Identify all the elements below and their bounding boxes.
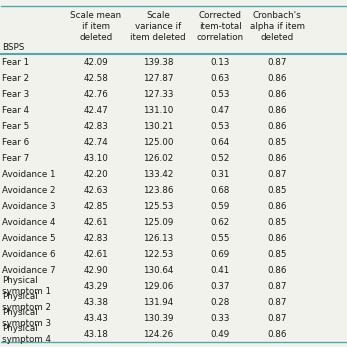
Text: 0.68: 0.68 [211, 186, 230, 195]
Text: 43.10: 43.10 [83, 154, 108, 163]
Text: 42.83: 42.83 [83, 234, 108, 243]
Text: Fear 5: Fear 5 [2, 121, 30, 130]
Text: Physical
symptom 3: Physical symptom 3 [2, 308, 52, 328]
Text: 123.86: 123.86 [143, 186, 173, 195]
Text: 0.53: 0.53 [210, 90, 230, 99]
Text: 0.28: 0.28 [211, 297, 230, 306]
Text: 0.87: 0.87 [268, 281, 287, 290]
Text: 0.85: 0.85 [268, 218, 287, 227]
Text: 42.63: 42.63 [83, 186, 108, 195]
Text: Physical
symptom 2: Physical symptom 2 [2, 292, 51, 312]
Text: Fear 7: Fear 7 [2, 154, 30, 163]
Text: 42.61: 42.61 [83, 218, 108, 227]
Text: 0.55: 0.55 [210, 234, 230, 243]
Text: 0.87: 0.87 [268, 297, 287, 306]
Text: 125.53: 125.53 [143, 202, 173, 211]
Text: Avoidance 5: Avoidance 5 [2, 234, 56, 243]
Text: Scale mean
if item
deleted: Scale mean if item deleted [70, 11, 121, 42]
Text: 0.86: 0.86 [268, 90, 287, 99]
Text: Avoidance 6: Avoidance 6 [2, 249, 56, 259]
Text: 0.86: 0.86 [268, 121, 287, 130]
Text: Avoidance 7: Avoidance 7 [2, 265, 56, 274]
Text: Fear 1: Fear 1 [2, 58, 29, 67]
Text: 42.83: 42.83 [83, 121, 108, 130]
Text: 0.86: 0.86 [268, 74, 287, 83]
Text: 42.74: 42.74 [83, 138, 108, 146]
Text: 0.49: 0.49 [211, 330, 230, 339]
Text: 0.69: 0.69 [211, 249, 230, 259]
Text: 0.86: 0.86 [268, 330, 287, 339]
Text: 127.87: 127.87 [143, 74, 173, 83]
Text: 0.87: 0.87 [268, 170, 287, 179]
Text: 0.85: 0.85 [268, 186, 287, 195]
Text: 0.31: 0.31 [211, 170, 230, 179]
Text: Fear 2: Fear 2 [2, 74, 29, 83]
Text: Physical
symptom 1: Physical symptom 1 [2, 276, 51, 296]
Text: 0.87: 0.87 [268, 58, 287, 67]
Text: 0.86: 0.86 [268, 265, 287, 274]
Text: 42.76: 42.76 [83, 90, 108, 99]
Text: 0.86: 0.86 [268, 154, 287, 163]
Text: Corrected
item-total
correlation: Corrected item-total correlation [197, 11, 244, 42]
Text: Avoidance 3: Avoidance 3 [2, 202, 56, 211]
Text: Fear 3: Fear 3 [2, 90, 30, 99]
Text: 43.43: 43.43 [83, 314, 108, 322]
Text: 0.63: 0.63 [211, 74, 230, 83]
Text: 0.13: 0.13 [211, 58, 230, 67]
Text: 0.86: 0.86 [268, 105, 287, 115]
Text: 43.18: 43.18 [83, 330, 108, 339]
Text: 131.94: 131.94 [143, 297, 173, 306]
Text: BSPS: BSPS [2, 43, 25, 52]
Text: 129.06: 129.06 [143, 281, 173, 290]
Text: Fear 4: Fear 4 [2, 105, 29, 115]
Text: 43.38: 43.38 [83, 297, 108, 306]
Text: 42.85: 42.85 [83, 202, 108, 211]
Text: Scale
variance if
item deleted: Scale variance if item deleted [130, 11, 186, 42]
Text: 125.09: 125.09 [143, 218, 173, 227]
Text: 139.38: 139.38 [143, 58, 173, 67]
Text: 42.90: 42.90 [83, 265, 108, 274]
Text: 42.61: 42.61 [83, 249, 108, 259]
Text: 42.20: 42.20 [83, 170, 108, 179]
Text: 122.53: 122.53 [143, 249, 173, 259]
Text: 0.85: 0.85 [268, 138, 287, 146]
Text: 131.10: 131.10 [143, 105, 173, 115]
Text: 42.09: 42.09 [83, 58, 108, 67]
Text: 0.37: 0.37 [210, 281, 230, 290]
Text: Avoidance 2: Avoidance 2 [2, 186, 56, 195]
Text: 42.47: 42.47 [83, 105, 108, 115]
Text: 125.00: 125.00 [143, 138, 173, 146]
Text: 127.33: 127.33 [143, 90, 173, 99]
Text: 0.87: 0.87 [268, 314, 287, 322]
Text: 130.64: 130.64 [143, 265, 173, 274]
Text: Physical
symptom 4: Physical symptom 4 [2, 324, 51, 344]
Text: 0.64: 0.64 [211, 138, 230, 146]
Text: 130.39: 130.39 [143, 314, 173, 322]
Text: 126.02: 126.02 [143, 154, 173, 163]
Text: Avoidance 1: Avoidance 1 [2, 170, 56, 179]
Text: 0.41: 0.41 [211, 265, 230, 274]
Text: 0.86: 0.86 [268, 202, 287, 211]
Text: Avoidance 4: Avoidance 4 [2, 218, 56, 227]
Text: 124.26: 124.26 [143, 330, 173, 339]
Text: Fear 6: Fear 6 [2, 138, 29, 146]
Text: 0.86: 0.86 [268, 234, 287, 243]
Text: 0.62: 0.62 [211, 218, 230, 227]
Text: 126.13: 126.13 [143, 234, 173, 243]
Text: 130.21: 130.21 [143, 121, 173, 130]
Text: 0.85: 0.85 [268, 249, 287, 259]
Text: 133.42: 133.42 [143, 170, 173, 179]
Text: 42.58: 42.58 [83, 74, 108, 83]
Text: Cronbach's
alpha if item
deleted: Cronbach's alpha if item deleted [250, 11, 305, 42]
Text: 0.47: 0.47 [211, 105, 230, 115]
Text: 43.29: 43.29 [83, 281, 108, 290]
Text: 0.53: 0.53 [210, 121, 230, 130]
Text: 0.33: 0.33 [210, 314, 230, 322]
Text: 0.59: 0.59 [211, 202, 230, 211]
Text: 0.52: 0.52 [211, 154, 230, 163]
